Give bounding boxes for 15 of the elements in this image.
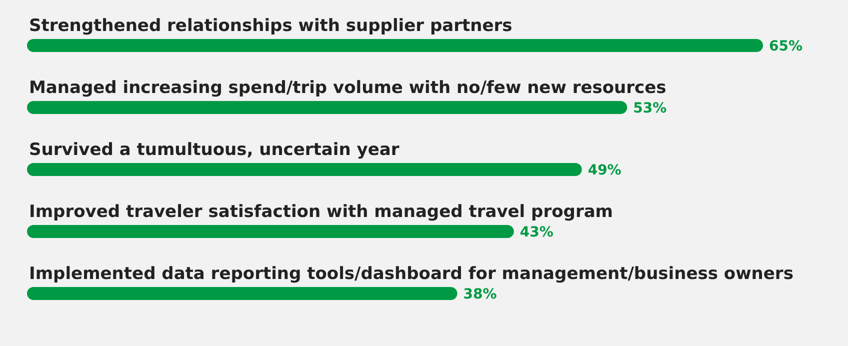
bar — [27, 287, 458, 300]
data-label: 43% — [520, 224, 554, 240]
y-tick-label: Improved traveler satisfaction with managed travel program — [29, 202, 614, 222]
y-tick-label: Managed increasing spend/trip volume with no/few new resources — [29, 78, 666, 98]
data-label: 38% — [463, 286, 497, 302]
bar — [27, 101, 628, 114]
data-label: 65% — [769, 38, 803, 54]
y-tick-label: Implemented data reporting tools/dashboard for management/business owners — [29, 264, 794, 284]
data-label: 53% — [633, 100, 667, 116]
data-label: 49% — [588, 162, 622, 178]
bar — [27, 163, 582, 176]
y-tick-label: Strengthened relationships with supplier partners — [29, 16, 512, 36]
y-tick-label: Survived a tumultuous, uncertain year — [29, 140, 400, 160]
bar — [27, 225, 514, 238]
bar — [27, 39, 763, 52]
